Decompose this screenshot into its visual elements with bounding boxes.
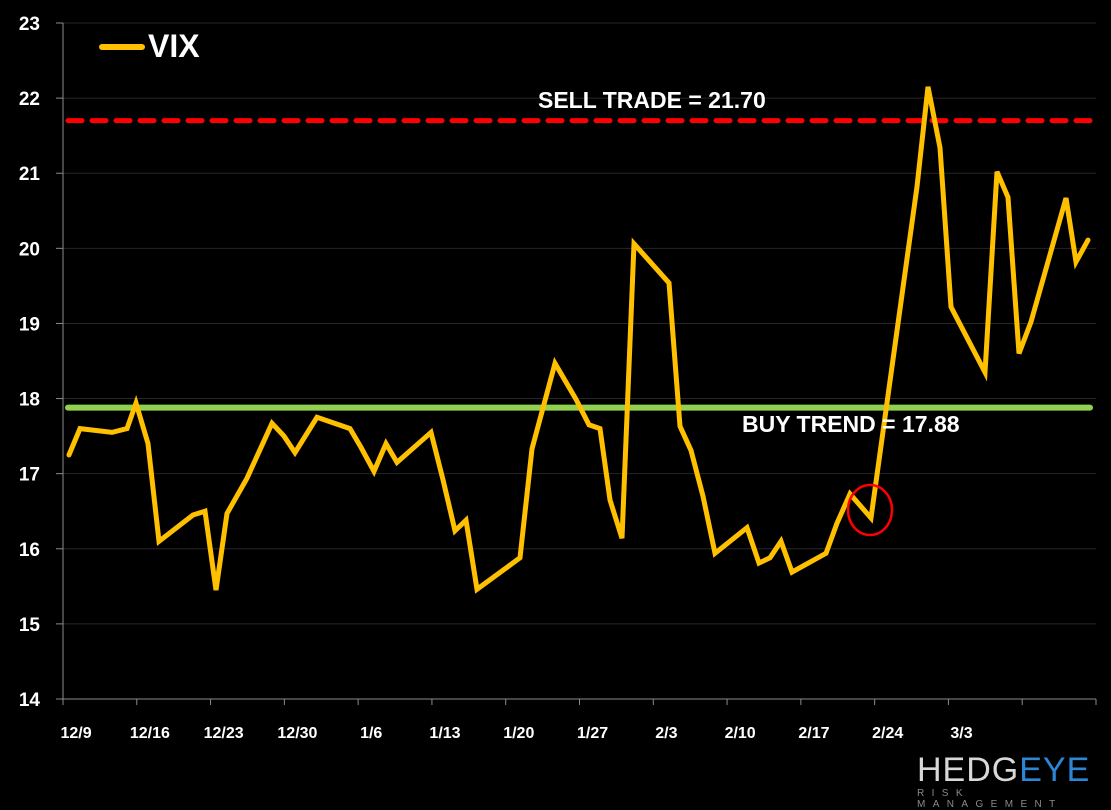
axes — [62, 23, 1096, 700]
y-tick-label: 14 — [19, 690, 41, 711]
y-tick-label: 15 — [19, 615, 41, 636]
sell-trade-label: SELL TRADE = 21.70 — [538, 87, 766, 113]
legend-vix-label: VIX — [148, 28, 200, 64]
logo-text-hedg: HEDG — [917, 751, 1020, 789]
legend-vix-swatch — [99, 44, 145, 50]
x-tick-label: 3/3 — [950, 725, 972, 742]
x-tick-label: 12/30 — [277, 725, 317, 742]
x-tick-label: 2/10 — [725, 725, 756, 742]
vix-series-line — [66, 86, 1091, 594]
y-tick-label: 16 — [19, 540, 40, 561]
buy-trend-label: BUY TREND = 17.88 — [742, 411, 960, 437]
gridlines — [63, 22, 1096, 625]
y-tick-label: 23 — [19, 14, 40, 35]
y-tick-label: 19 — [19, 314, 40, 335]
x-tick-label: 1/13 — [429, 725, 460, 742]
logo-text-eye: EYE — [1019, 751, 1091, 789]
highlight-circle — [846, 483, 894, 537]
y-tick-label: 22 — [19, 89, 40, 110]
hedgeye-logo: HEDGEYE RISK MANAGEMENT — [917, 753, 1111, 810]
y-axis-ticks: 14 15 16 17 18 19 20 21 22 23 — [19, 14, 63, 711]
y-tick-label: 20 — [19, 239, 40, 260]
x-tick-label: 2/3 — [655, 725, 677, 742]
x-tick-label: 2/17 — [798, 725, 829, 742]
x-tick-label: 12/9 — [60, 725, 91, 742]
x-tick-label: 1/6 — [360, 725, 382, 742]
y-tick-label: 17 — [19, 465, 40, 486]
x-tick-label: 1/20 — [503, 725, 534, 742]
y-tick-label: 18 — [19, 390, 40, 411]
x-tick-label: 12/16 — [130, 725, 170, 742]
x-tick-label: 2/24 — [872, 725, 903, 742]
logo-tagline: RISK MANAGEMENT — [917, 788, 1063, 810]
y-tick-label: 21 — [19, 164, 41, 185]
x-tick-label: 1/27 — [577, 725, 608, 742]
x-tick-label: 12/23 — [204, 725, 244, 742]
x-axis-ticks: 12/9 12/16 12/23 12/30 1/6 1/13 1/20 1/27 2/3 2/1… — [60, 699, 1097, 742]
